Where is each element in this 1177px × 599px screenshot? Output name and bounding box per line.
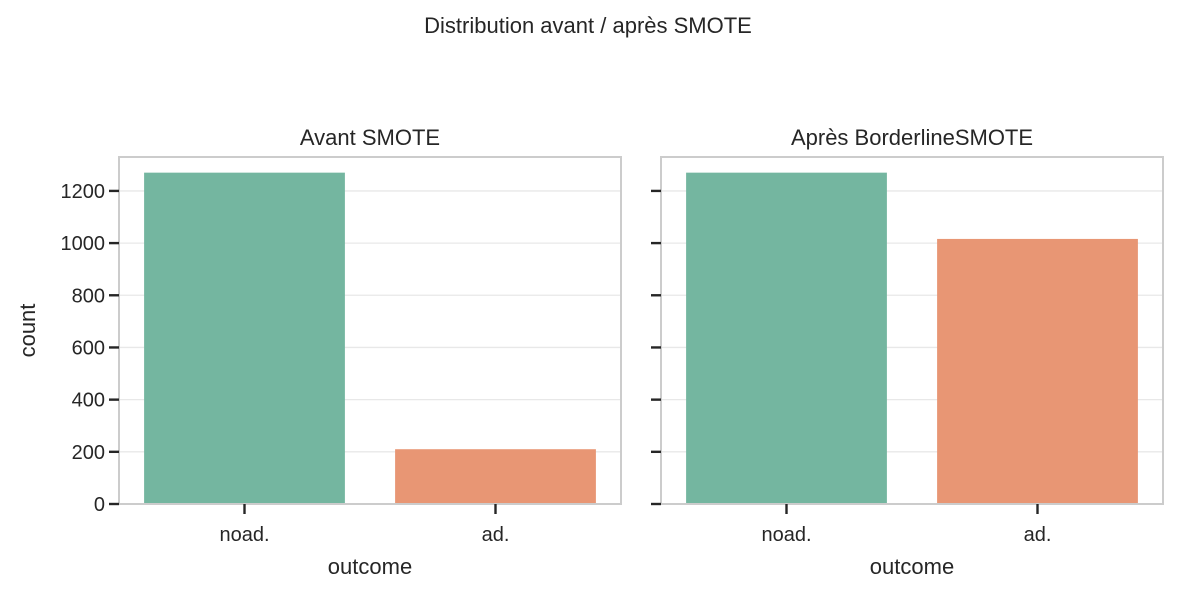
- bar-ad: [395, 449, 596, 504]
- y-tick-label: 400: [72, 390, 105, 412]
- figure-suptitle: Distribution avant / après SMOTE: [424, 13, 752, 38]
- y-tick-label: 0: [94, 494, 105, 516]
- bar-noad: [144, 172, 345, 505]
- panel-2: noad. ad. Après BorderlineSMOTE outcome: [651, 125, 1164, 579]
- y-tick-label: 1200: [61, 181, 106, 203]
- x-axis-label: outcome: [870, 554, 954, 579]
- y-axis-label: count: [15, 304, 40, 358]
- y-tick-label: 600: [72, 337, 105, 359]
- bar-ad: [937, 238, 1138, 504]
- panel-title: Avant SMOTE: [300, 125, 440, 150]
- panel-title: Après BorderlineSMOTE: [791, 125, 1033, 150]
- x-tick-label: noad.: [219, 524, 269, 546]
- panels-layer: 0 200 400 600 800 1000 1200 noad. ad. Avant SMOTE…: [15, 125, 1164, 579]
- y-tick-label: 800: [72, 285, 105, 307]
- y-tick-label: 1000: [61, 233, 106, 255]
- plot-frame: [660, 156, 1164, 505]
- panel-1: 0 200 400 600 800 1000 1200 noad. ad. Avant SMOTE…: [15, 125, 622, 579]
- x-tick-label: ad.: [482, 524, 510, 546]
- plot-frame: [118, 156, 622, 505]
- x-tick-label: noad.: [761, 524, 811, 546]
- y-tick-label: 200: [72, 442, 105, 464]
- bar-noad: [686, 172, 887, 505]
- x-axis-label: outcome: [328, 554, 412, 579]
- x-tick-label: ad.: [1024, 524, 1052, 546]
